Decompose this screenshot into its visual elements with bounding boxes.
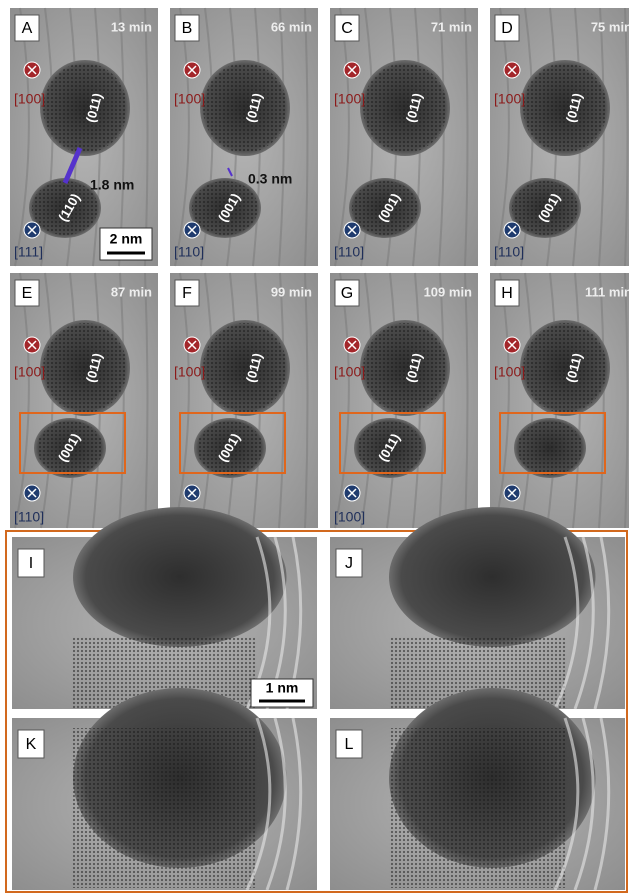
zone-label: [110] [334,244,364,260]
zoom-panel: L [330,688,625,890]
panel: E87 min[100][110](011)(001) [10,273,158,528]
zone-label: [100] [14,91,45,107]
panel-letter: F [182,285,192,302]
time-label: 99 min [271,284,312,299]
time-label: 87 min [111,284,152,299]
time-label: 109 min [424,284,472,299]
zoom-panel: I 1 nm [12,507,317,709]
panel-letter: J [345,555,353,572]
panel: A13 min[100][111](011)(110)1.8 nm2 nm [10,8,158,266]
particle-lattice [523,63,607,153]
particle-lattice [43,63,127,153]
scale-label: 1 nm [266,680,299,696]
scale-label: 2 nm [110,231,143,247]
zone-label: [100] [334,91,365,107]
time-label: 71 min [431,19,472,34]
zone-label: [100] [14,364,45,380]
particle [73,507,287,647]
gap-label: 1.8 nm [90,177,134,193]
zone-label: [110] [14,509,44,525]
time-label: 13 min [111,19,152,34]
zone-label: [100] [334,509,365,525]
particle-lattice [523,323,607,413]
time-label: 75 min [591,19,629,34]
time-label: 111 min [585,284,629,299]
particle-lattice [517,421,583,475]
particle [389,507,596,647]
zone-label: [100] [494,91,525,107]
zone-label: [110] [494,244,524,260]
panel-letter: G [341,285,353,302]
panel-letter: E [22,285,33,302]
panel: F99 min[100][110](011)(001) [170,273,318,528]
figure: A13 min[100][111](011)(110)1.8 nm2 nmB66… [0,0,629,894]
particle-lattice [43,323,127,413]
zone-label: [111] [14,244,43,260]
particle-lattice [363,323,447,413]
panel-letter: A [22,20,33,37]
panel-letter: D [501,20,513,37]
zone-label: [100] [494,364,525,380]
zoom-panel: K [12,688,317,890]
particle-lattice [203,323,287,413]
panel-letter: K [26,736,37,753]
lattice [389,728,566,888]
panel-letter: H [501,285,513,302]
panel-letter: I [29,555,33,572]
zoom-panel: J [330,507,625,709]
particle-lattice [363,63,447,153]
zone-label: [100] [174,364,205,380]
panel-letter: L [345,736,354,753]
lattice [73,728,256,888]
particle-lattice [203,63,287,153]
zone-label: [110] [174,244,204,260]
zone-label: [100] [334,364,365,380]
gap-label: 0.3 nm [248,171,292,187]
zone-label: [100] [174,91,205,107]
panel-letter: C [341,20,353,37]
panel-letter: B [182,20,193,37]
time-label: 66 min [271,19,312,34]
